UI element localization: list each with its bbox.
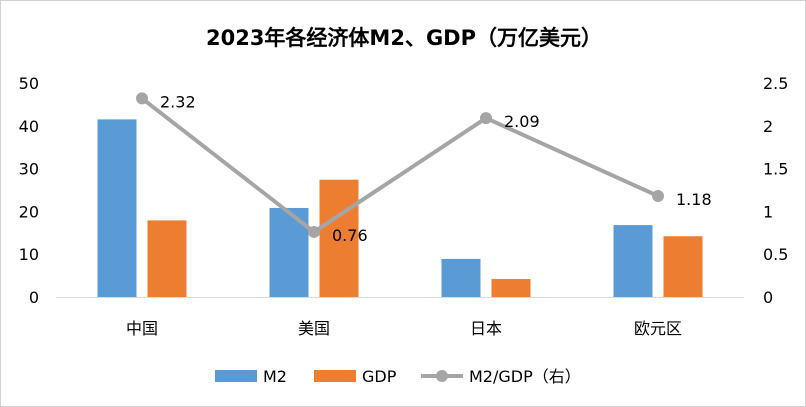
right-tick-label: 2.5 — [763, 74, 788, 93]
bar-m2-0 — [97, 119, 137, 297]
left-tick-label: 30 — [19, 160, 39, 179]
ratio-point-0 — [136, 92, 148, 105]
bar-gdp-0 — [147, 220, 187, 297]
bar-m2-3 — [613, 225, 653, 297]
bar-m2-2 — [441, 258, 481, 297]
bar-gdp-2 — [491, 279, 531, 297]
ratio-data-label: 2.09 — [504, 112, 540, 131]
bar-gdp-1 — [319, 179, 359, 297]
legend-label: M2/GDP（右） — [469, 367, 581, 386]
ratio-data-label: 1.18 — [676, 190, 712, 209]
right-axis-ticks: 0 0.5 1 1.5 2 2.5 — [763, 74, 788, 307]
ratio-line — [140, 96, 659, 234]
ratio-point-3 — [652, 189, 664, 202]
bar-gdp-3 — [663, 236, 703, 297]
left-axis-ticks: 0 10 20 30 40 50 — [19, 74, 39, 307]
right-tick-label: 0.5 — [763, 245, 788, 264]
ratio-point-1 — [308, 225, 320, 238]
left-tick-label: 20 — [19, 202, 39, 221]
category-label: 中国 — [126, 319, 158, 338]
ratio-data-label: 2.32 — [160, 92, 196, 111]
category-labels: 中国 美国 日本 欧元区 — [126, 319, 682, 338]
left-tick-label: 50 — [19, 74, 39, 93]
ratio-data-label: 0.76 — [332, 226, 368, 245]
legend-swatch-m2 — [215, 370, 257, 382]
category-label: 美国 — [298, 319, 330, 338]
right-tick-label: 1 — [763, 202, 773, 221]
category-label: 欧元区 — [634, 319, 682, 338]
category-label: 日本 — [470, 319, 502, 338]
legend-label: M2 — [263, 367, 287, 386]
left-tick-label: 0 — [29, 288, 39, 307]
legend-swatch-ratio-marker — [436, 370, 448, 382]
ratio-point-2 — [480, 112, 492, 125]
ratio-line-series: 2.32 0.76 2.09 1.18 — [136, 92, 712, 245]
legend-label: GDP — [362, 367, 397, 386]
legend: M2 GDP M2/GDP（右） — [215, 367, 581, 386]
left-tick-label: 40 — [19, 117, 39, 136]
bars — [97, 119, 703, 297]
legend-swatch-gdp — [314, 370, 356, 382]
chart-title: 2023年各经济体M2、GDP（万亿美元） — [206, 26, 602, 50]
right-tick-label: 2 — [763, 117, 773, 136]
right-tick-label: 1.5 — [763, 160, 788, 179]
right-tick-label: 0 — [763, 288, 773, 307]
left-tick-label: 10 — [19, 245, 39, 264]
